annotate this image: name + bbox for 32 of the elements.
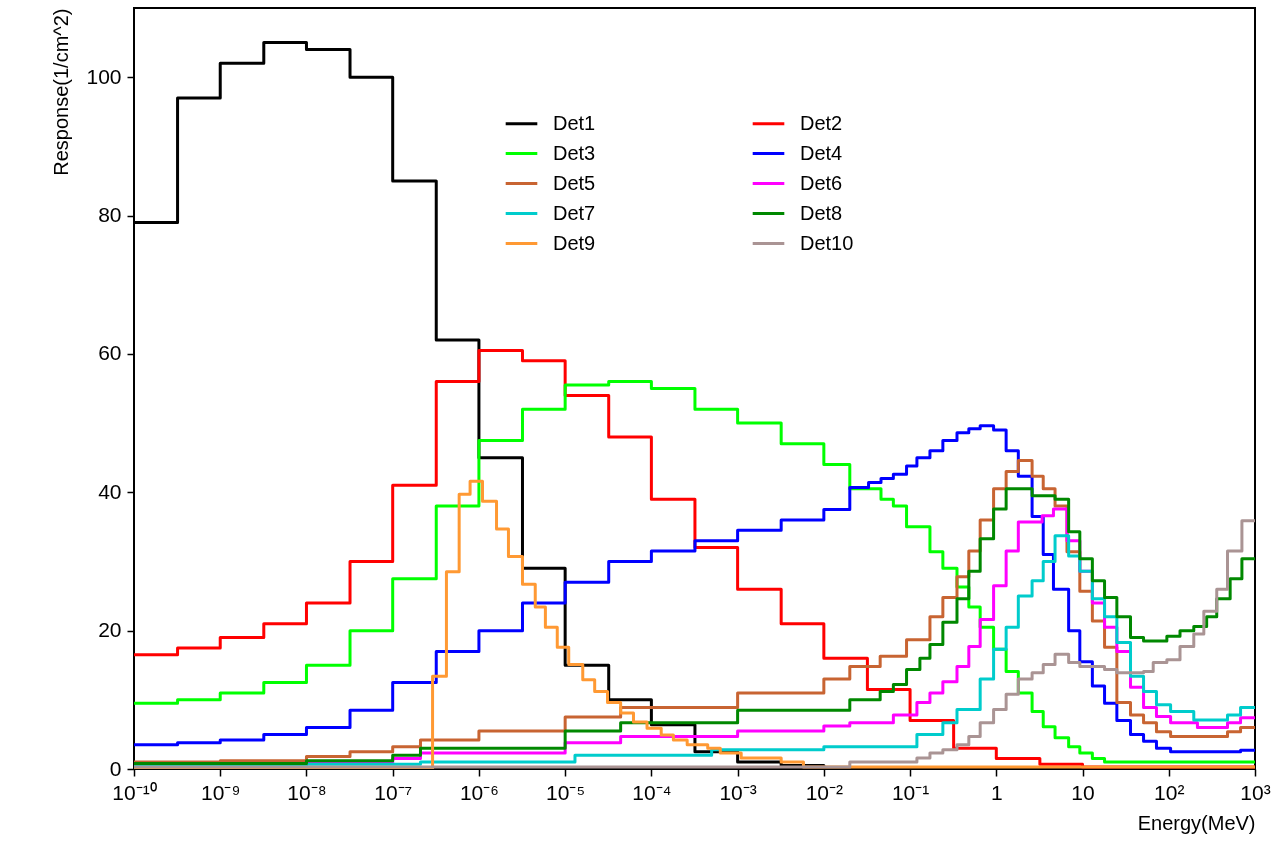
x-axis-title: Energy(MeV) [1137,811,1256,834]
y-tick-label: 20 [98,618,122,642]
legend-label: Det5 [553,171,596,194]
x-tick-label: 10⁻⁷ [374,780,413,804]
legend-label: Det8 [800,201,843,224]
y-axis-title: Response(1/cm^2) [50,8,73,176]
legend-label: Det1 [553,111,596,134]
y-tick-label: 60 [98,341,122,365]
legend-label: Det3 [553,141,596,164]
x-tick-label: 10⁻⁵ [546,780,586,804]
x-tick-label: 10⁻¹ [891,780,930,804]
x-tick-label: 10⁻² [805,780,844,804]
y-tick-label: 100 [86,64,122,88]
x-tick-label: 1 [990,780,1003,804]
legend-label: Det2 [800,111,843,134]
x-tick-label: 10 [1071,780,1095,804]
x-tick-label: 10⁻⁸ [287,780,327,804]
x-tick-label: 10⁻¹⁰ [112,780,157,804]
legend-label: Det9 [553,231,596,254]
y-tick-label: 40 [98,479,122,503]
y-tick-label: 0 [109,756,122,780]
x-tick-label: 10⁻⁴ [632,780,672,804]
x-tick-label: 10³ [1240,780,1271,804]
y-tick-label: 80 [98,203,122,227]
legend-label: Det10 [800,231,854,254]
x-tick-label: 10⁻³ [719,780,757,804]
x-tick-label: 10⁻⁶ [459,780,499,804]
x-tick-label: 10² [1154,780,1185,804]
x-tick-label: 10⁻⁹ [201,780,241,804]
legend-label: Det6 [800,171,843,194]
legend-label: Det4 [800,141,843,164]
legend-label: Det7 [553,201,596,224]
